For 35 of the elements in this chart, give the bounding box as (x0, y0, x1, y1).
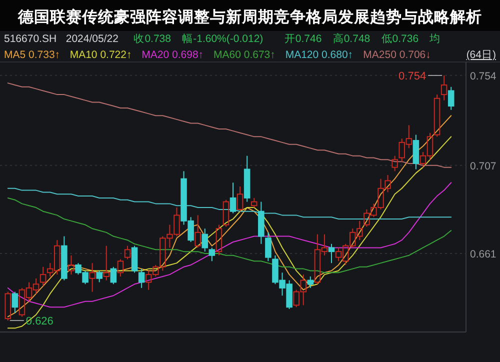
line-series (7, 136, 452, 329)
text: 均 (428, 33, 441, 45)
candlestick (258, 201, 264, 244)
candlestick (440, 74, 448, 101)
line-series (7, 182, 452, 308)
text: 516670.SH (4, 33, 57, 45)
annotation: 0.626 (26, 316, 54, 328)
text: 低0.736 (381, 33, 419, 45)
candlestick (68, 254, 74, 276)
text: 幅-1.60%(-0.012) (182, 33, 264, 45)
text: 高0.748 (332, 32, 370, 45)
candlestick (89, 262, 96, 292)
text: 2024/05/22 (66, 33, 119, 45)
line-series (7, 82, 452, 168)
text: MA5 0.733↑ (4, 49, 60, 61)
text: 收0.738 (134, 33, 172, 45)
candlestick (103, 245, 110, 281)
annotation: 0.754 (398, 70, 426, 82)
text: MA20 0.698↑ (142, 49, 204, 61)
line-series (7, 115, 452, 318)
text: MA250 0.706↓ (363, 49, 431, 61)
candlestick (307, 276, 314, 288)
text: MA60 0.673↑ (214, 49, 276, 61)
candlestick (244, 155, 250, 202)
line-series (7, 197, 452, 274)
text: 开0.746 (284, 33, 322, 45)
y-tick-label: 0.707 (470, 160, 496, 172)
y-tick-label: 0.754 (470, 70, 496, 82)
text: (64日) (466, 49, 496, 61)
candlestick (202, 228, 208, 252)
chart-title: 德国联赛传统豪强阵容调整与新周期竞争格局发展趋势与战略解析 (17, 7, 482, 26)
candlestick (40, 266, 46, 287)
y-tick-label: 0.661 (470, 248, 496, 260)
text: MA10 0.722↑ (70, 49, 132, 61)
text: MA120 0.680↑ (285, 49, 354, 61)
